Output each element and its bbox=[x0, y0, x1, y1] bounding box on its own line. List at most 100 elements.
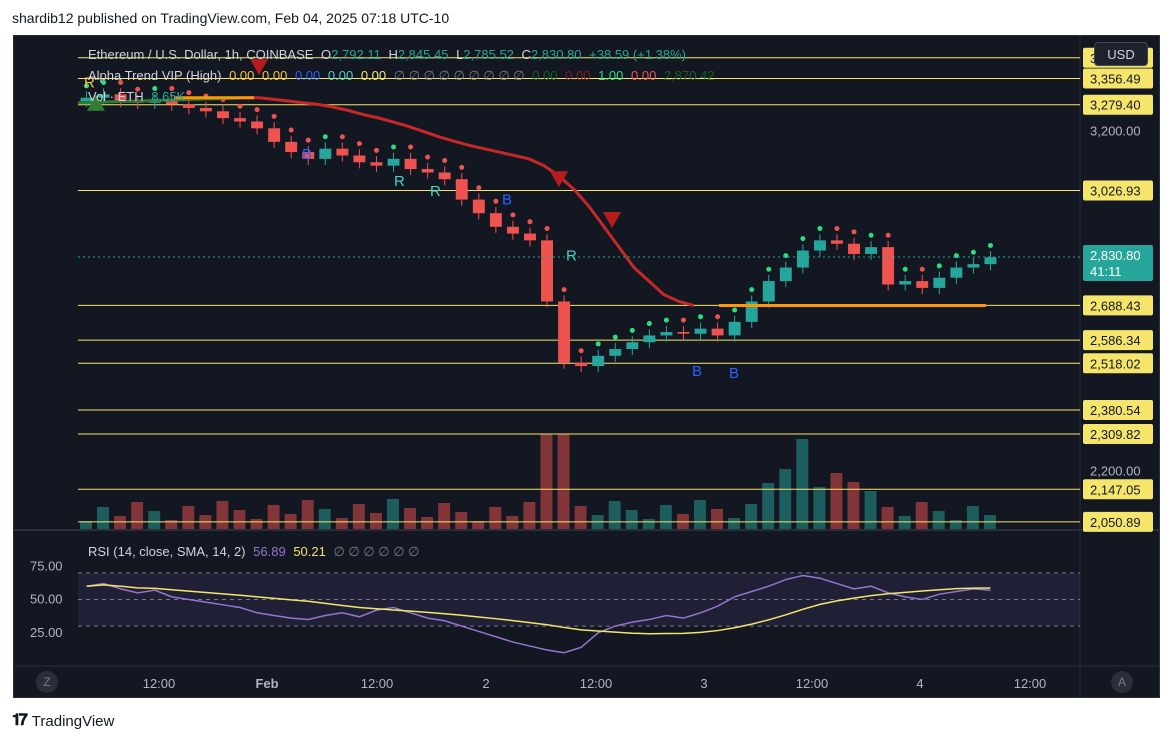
level-label-bg bbox=[1083, 180, 1153, 201]
x-tick-label: 12:00 bbox=[796, 676, 829, 691]
legend-alpha-name[interactable]: Alpha Trend VIP (High) bbox=[88, 68, 222, 83]
rsi-ma-line bbox=[86, 584, 991, 635]
trend-dot bbox=[817, 225, 823, 231]
trend-dot bbox=[936, 263, 942, 269]
trend-dot bbox=[254, 107, 260, 113]
legend-symbol[interactable]: Ethereum / U.S. Dollar, 1h, COINBASE bbox=[88, 47, 314, 62]
x-tick-label: 12:00 bbox=[143, 676, 176, 691]
trend-dot bbox=[663, 317, 669, 323]
volume-bar bbox=[830, 473, 843, 529]
volume-bar bbox=[455, 512, 468, 529]
legend-open: 2,792.11 bbox=[331, 47, 381, 62]
volume-bar bbox=[250, 519, 263, 529]
volume-bar bbox=[915, 502, 928, 529]
volume-bar bbox=[216, 501, 229, 529]
currency-button[interactable]: USD bbox=[1094, 42, 1148, 66]
legend-volume-row: Vol · ETH 8.65K bbox=[88, 89, 189, 104]
candle-body bbox=[779, 267, 792, 282]
volume-bar bbox=[352, 504, 365, 529]
legend-rsi-name[interactable]: RSI (14, close, SMA, 14, 2) bbox=[88, 544, 246, 559]
candle-body bbox=[933, 277, 946, 288]
sell-triangle bbox=[250, 59, 268, 76]
legend-symbol-row: Ethereum / U.S. Dollar, 1h, COINBASE O2,… bbox=[88, 47, 690, 62]
level-label-bg bbox=[1083, 353, 1153, 374]
chart-frame[interactable]: 3,200.002,200.003,417.683,356.493,279.40… bbox=[13, 35, 1160, 698]
trend-dot bbox=[288, 127, 294, 133]
tradingview-logo[interactable]: 𝟏𝟕 TradingView bbox=[12, 712, 114, 730]
alpha-value: 0.00 bbox=[631, 68, 657, 83]
zoom-toggle-button[interactable]: Z bbox=[36, 671, 58, 693]
volume-bar bbox=[881, 507, 894, 529]
candle-body bbox=[762, 281, 775, 302]
candle-body bbox=[626, 342, 639, 350]
volume-bar bbox=[267, 505, 280, 529]
candle-body bbox=[796, 250, 809, 268]
alpha-value: 0.00 bbox=[532, 68, 558, 83]
signal-marker: R bbox=[394, 173, 405, 190]
candle-body bbox=[541, 240, 553, 302]
trend-dot bbox=[851, 229, 857, 235]
volume-bar bbox=[864, 491, 877, 529]
sell-triangle bbox=[550, 171, 568, 188]
candle-body bbox=[865, 247, 878, 254]
candle-body bbox=[813, 240, 826, 251]
x-tick-label: 3 bbox=[700, 676, 707, 691]
volume-bar bbox=[574, 506, 587, 529]
volume-bar bbox=[642, 519, 655, 529]
trend-dot bbox=[629, 327, 635, 333]
trend-dot bbox=[84, 83, 90, 89]
legend-volume-label[interactable]: Vol · ETH bbox=[88, 89, 144, 104]
candle-body bbox=[950, 267, 963, 278]
brand-name: TradingView bbox=[31, 712, 115, 730]
level-label-bg bbox=[1083, 511, 1153, 532]
candle-body bbox=[506, 226, 519, 234]
alpha-empties: ∅ ∅ ∅ ∅ ∅ ∅ ∅ ∅ ∅ bbox=[393, 68, 525, 83]
volume-bar bbox=[301, 500, 314, 529]
legend-rsi-value: 56.89 bbox=[253, 544, 286, 559]
trend-dot bbox=[561, 287, 567, 293]
trend-dot bbox=[442, 158, 448, 164]
alpha-value: 1.00 bbox=[598, 68, 624, 83]
level-label: 2,518.02 bbox=[1090, 356, 1141, 371]
volume-bar bbox=[813, 487, 826, 529]
trend-dot bbox=[902, 266, 908, 272]
volume-bar bbox=[779, 469, 792, 529]
trend-dot bbox=[595, 341, 601, 347]
candle-body bbox=[165, 100, 178, 105]
level-label-bg bbox=[1083, 330, 1153, 351]
signal-marker: B bbox=[692, 363, 702, 380]
trend-dot bbox=[391, 144, 397, 150]
legend-high: 2,845.45 bbox=[397, 47, 449, 62]
volume-bar bbox=[318, 509, 331, 529]
level-label: 2,147.05 bbox=[1090, 482, 1141, 497]
trend-dot bbox=[527, 219, 533, 225]
volume-bar bbox=[694, 500, 706, 529]
chart-canvas[interactable]: 3,200.002,200.003,417.683,356.493,279.40… bbox=[14, 36, 1159, 697]
rsi-line bbox=[86, 574, 991, 654]
chart-background bbox=[14, 36, 1159, 697]
level-label: 3,356.49 bbox=[1090, 72, 1141, 87]
candle-body bbox=[387, 158, 400, 166]
x-tick-label: 4 bbox=[916, 676, 923, 691]
legend-rsi-row: RSI (14, close, SMA, 14, 2) 56.89 50.21 … bbox=[88, 544, 424, 560]
trend-dot bbox=[987, 242, 993, 248]
trend-dot bbox=[459, 164, 465, 170]
rsi-tick-label: 25.00 bbox=[30, 625, 63, 640]
trend-dot bbox=[305, 137, 311, 143]
trend-dot bbox=[680, 317, 686, 323]
candle-body bbox=[455, 179, 468, 200]
legend-open-label: O bbox=[321, 47, 332, 62]
legend-low: 2,785.52 bbox=[463, 47, 514, 62]
buy-triangle bbox=[87, 94, 105, 111]
level-label-bg bbox=[1083, 94, 1153, 115]
legend-alpha-row: Alpha Trend VIP (High) 0.00 0.00 0.00 0.… bbox=[88, 68, 719, 84]
candle-body bbox=[728, 321, 741, 336]
candle-body bbox=[745, 301, 758, 322]
signal-marker: B bbox=[729, 365, 739, 382]
trend-dot bbox=[408, 144, 414, 150]
trend-dot bbox=[322, 134, 328, 140]
candle-body bbox=[199, 107, 212, 112]
volume-bar bbox=[847, 482, 860, 529]
x-tick-label: 12:00 bbox=[1014, 676, 1047, 691]
auto-scale-button[interactable]: A bbox=[1111, 671, 1133, 693]
